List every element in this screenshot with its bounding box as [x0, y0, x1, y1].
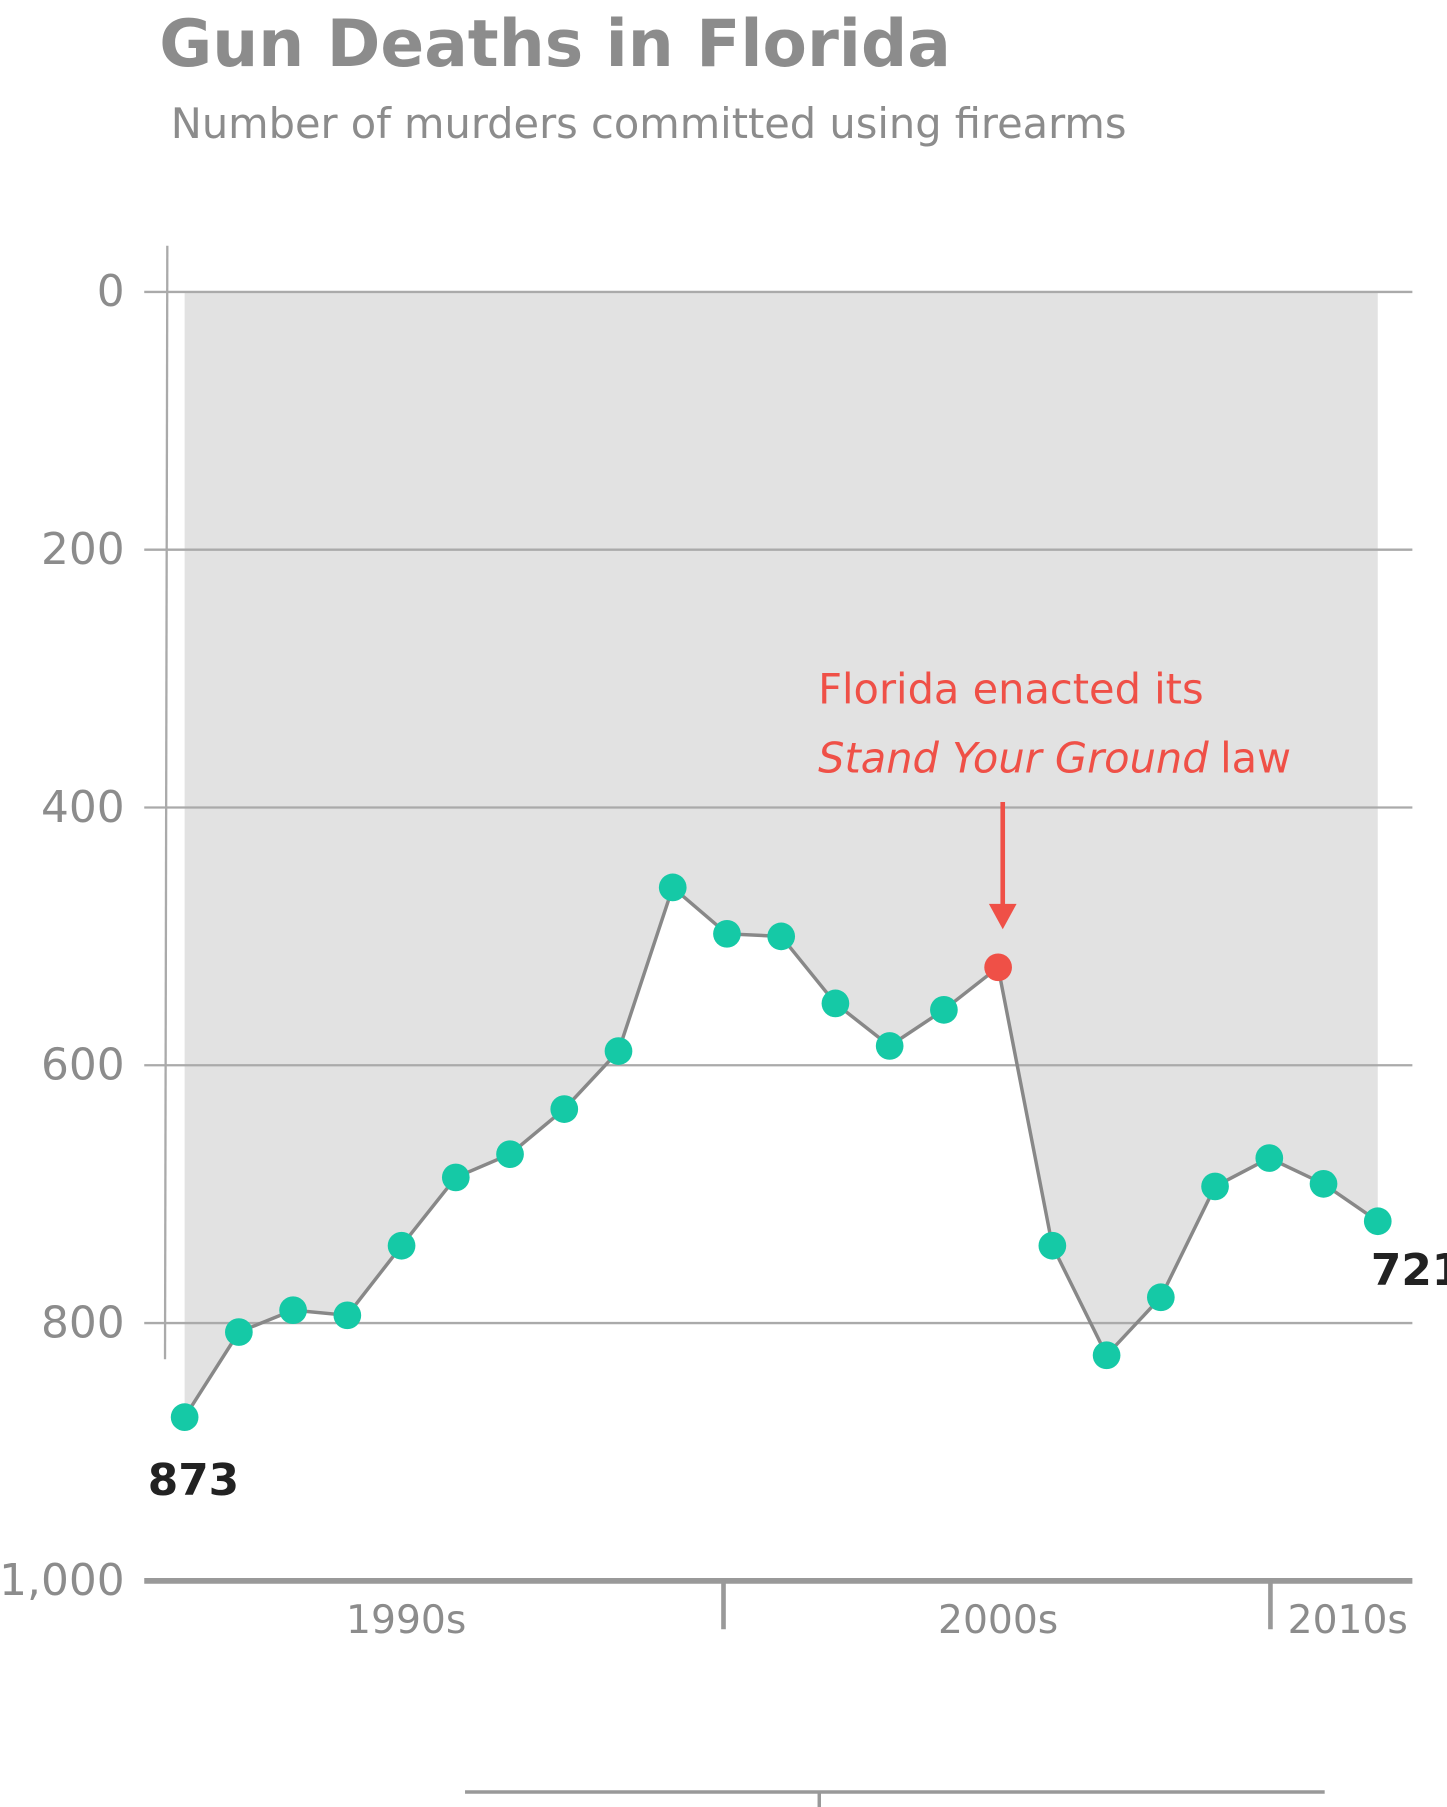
point: [1201, 1172, 1229, 1201]
point: [1363, 1207, 1392, 1236]
point: [170, 1403, 199, 1431]
y-tick-label: 800: [41, 1297, 125, 1348]
point: [767, 922, 796, 951]
point: [1146, 1283, 1175, 1312]
chart-subtitle: Number of murders committed using firear…: [171, 99, 1127, 148]
point: [1038, 1231, 1067, 1260]
value-label: 721: [1371, 1245, 1447, 1296]
highlight-point: [984, 953, 1012, 982]
point: [550, 1095, 579, 1123]
annotation: Florida enacted its: [818, 664, 1203, 713]
area: [184, 291, 1378, 1418]
x-group-label: 1990s: [346, 1598, 466, 1643]
point: [604, 1037, 633, 1065]
y-tick-label: 600: [41, 1040, 125, 1091]
point: [930, 996, 958, 1024]
annotation-arrowhead: [988, 903, 1017, 930]
point: [875, 1032, 904, 1060]
point: [496, 1140, 524, 1169]
point: [821, 989, 850, 1018]
value-label: 873: [148, 1455, 240, 1506]
point: [1255, 1144, 1284, 1172]
y-tick-label: 200: [41, 524, 125, 575]
point: [441, 1163, 470, 1192]
x-group-label: 2000s: [938, 1598, 1058, 1643]
point: [387, 1231, 416, 1260]
point: [1092, 1341, 1121, 1370]
point: [225, 1318, 253, 1346]
y-tick-label: 0: [97, 266, 125, 317]
point: [713, 919, 741, 948]
point: [1309, 1170, 1338, 1198]
point: [279, 1296, 307, 1325]
annotation-rest: law: [1220, 734, 1291, 783]
point: [658, 873, 687, 902]
chart-title: Gun Deaths in Florida: [159, 7, 951, 82]
annotation: Stand Your Ground law: [818, 734, 1291, 783]
y-axis-line: [163, 245, 169, 1360]
y-tick-label: 1,000: [0, 1555, 125, 1606]
x-group-label: 2010s: [1288, 1598, 1408, 1643]
annotation-italic: Stand Your Ground: [818, 734, 1209, 783]
y-tick-label: 400: [41, 782, 125, 833]
point: [333, 1301, 362, 1330]
